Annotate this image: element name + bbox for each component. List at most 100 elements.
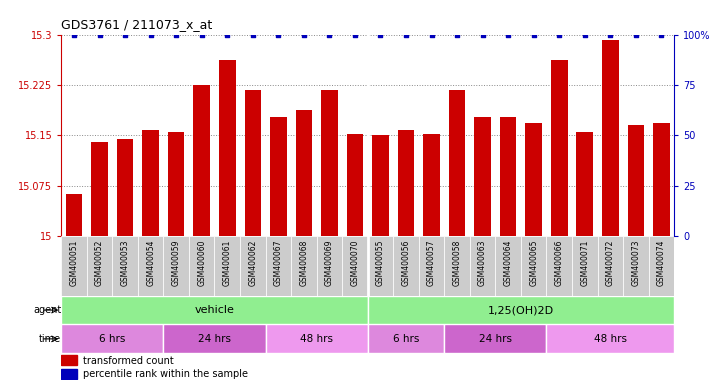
Bar — [500, 116, 516, 236]
Text: GSM400067: GSM400067 — [274, 239, 283, 286]
Bar — [602, 40, 619, 236]
Point — [298, 31, 309, 38]
Bar — [551, 60, 567, 236]
Point — [579, 31, 590, 38]
Text: GSM400073: GSM400073 — [632, 239, 640, 286]
Bar — [521, 236, 547, 296]
Bar — [398, 130, 415, 236]
Point — [630, 31, 642, 38]
Bar — [291, 236, 317, 296]
Point — [451, 31, 463, 38]
Text: GSM400072: GSM400072 — [606, 239, 615, 286]
Bar — [347, 134, 363, 236]
Bar — [342, 236, 368, 296]
Bar — [444, 236, 470, 296]
Text: 1,25(OH)2D: 1,25(OH)2D — [488, 305, 554, 315]
Bar — [572, 236, 598, 296]
Point — [503, 31, 514, 38]
Point — [426, 31, 438, 38]
Bar — [164, 324, 265, 353]
Text: 6 hrs: 6 hrs — [393, 334, 419, 344]
Bar — [368, 296, 674, 324]
Bar — [142, 130, 159, 236]
Text: GSM400066: GSM400066 — [554, 239, 564, 286]
Text: GSM400058: GSM400058 — [453, 239, 461, 286]
Point — [477, 31, 488, 38]
Point — [400, 31, 412, 38]
Point — [221, 31, 233, 38]
Bar — [193, 85, 210, 236]
Bar — [623, 236, 649, 296]
Bar — [215, 236, 240, 296]
Bar — [296, 110, 312, 236]
Bar — [265, 324, 368, 353]
Bar — [317, 236, 342, 296]
Bar — [219, 60, 236, 236]
Bar — [470, 236, 495, 296]
Point — [170, 31, 182, 38]
Point — [120, 31, 131, 38]
Text: GSM400052: GSM400052 — [95, 239, 104, 286]
Bar — [265, 236, 291, 296]
Bar — [321, 90, 337, 236]
Text: GDS3761 / 211073_x_at: GDS3761 / 211073_x_at — [61, 18, 213, 31]
Text: agent: agent — [33, 305, 61, 315]
Text: 24 hrs: 24 hrs — [198, 334, 231, 344]
Bar — [112, 236, 138, 296]
Text: 48 hrs: 48 hrs — [300, 334, 333, 344]
Text: GSM400074: GSM400074 — [657, 239, 666, 286]
Bar — [474, 116, 491, 236]
Text: 24 hrs: 24 hrs — [479, 334, 512, 344]
Bar — [419, 236, 444, 296]
Bar — [87, 236, 112, 296]
Bar — [138, 236, 164, 296]
Bar — [270, 116, 287, 236]
Text: GSM400053: GSM400053 — [120, 239, 130, 286]
Bar — [61, 236, 87, 296]
Bar — [66, 194, 82, 236]
Point — [528, 31, 539, 38]
Text: transformed count: transformed count — [83, 356, 174, 366]
Bar — [495, 236, 521, 296]
Text: GSM400060: GSM400060 — [198, 239, 206, 286]
Text: 48 hrs: 48 hrs — [594, 334, 627, 344]
Text: GSM400056: GSM400056 — [402, 239, 410, 286]
Bar — [61, 355, 76, 366]
Bar — [240, 236, 265, 296]
Point — [94, 31, 105, 38]
Text: GSM400063: GSM400063 — [478, 239, 487, 286]
Point — [604, 31, 616, 38]
Text: GSM400055: GSM400055 — [376, 239, 385, 286]
Point — [324, 31, 335, 38]
Text: GSM400059: GSM400059 — [172, 239, 181, 286]
Text: percentile rank within the sample: percentile rank within the sample — [83, 369, 248, 379]
Bar — [61, 324, 164, 353]
Bar — [61, 296, 368, 324]
Text: GSM400065: GSM400065 — [529, 239, 538, 286]
Text: GSM400057: GSM400057 — [427, 239, 436, 286]
Bar — [92, 142, 108, 236]
Text: GSM400070: GSM400070 — [350, 239, 360, 286]
Bar — [547, 236, 572, 296]
Bar — [189, 236, 215, 296]
Bar — [244, 90, 261, 236]
Bar — [547, 324, 674, 353]
Text: vehicle: vehicle — [195, 305, 234, 315]
Text: GSM400068: GSM400068 — [299, 239, 309, 286]
Bar — [577, 132, 593, 236]
Text: GSM400064: GSM400064 — [504, 239, 513, 286]
Bar — [168, 132, 185, 236]
Text: GSM400051: GSM400051 — [69, 239, 79, 286]
Bar — [423, 134, 440, 236]
Bar — [653, 123, 670, 236]
Text: time: time — [39, 334, 61, 344]
Text: 6 hrs: 6 hrs — [99, 334, 125, 344]
Bar — [164, 236, 189, 296]
Bar — [117, 139, 133, 236]
Bar — [368, 324, 444, 353]
Bar — [393, 236, 419, 296]
Bar — [61, 369, 76, 379]
Bar — [598, 236, 623, 296]
Text: GSM400071: GSM400071 — [580, 239, 589, 286]
Bar — [372, 135, 389, 236]
